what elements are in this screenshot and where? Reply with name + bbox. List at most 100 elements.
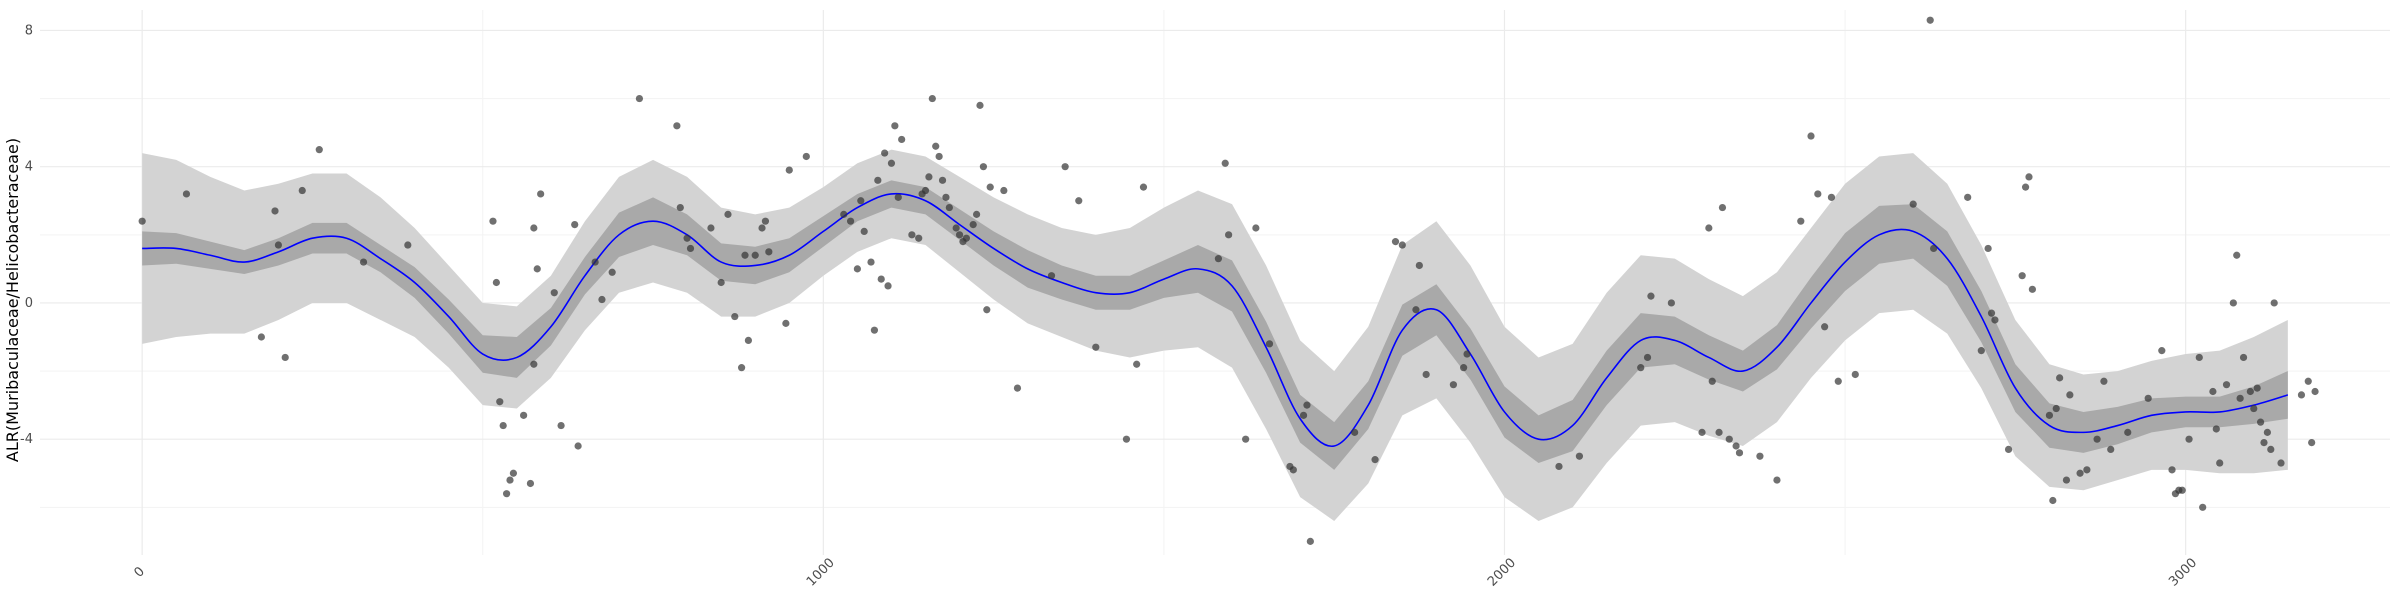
data-point	[686, 244, 695, 253]
data-point	[744, 336, 753, 345]
data-point	[1122, 435, 1131, 443]
data-point	[598, 295, 606, 304]
data-point	[1643, 353, 1652, 362]
data-point	[1000, 186, 1008, 195]
data-point	[1807, 132, 1815, 140]
data-point	[857, 197, 865, 205]
data-point	[955, 231, 964, 239]
data-point	[1797, 217, 1805, 225]
data-point	[2093, 435, 2101, 443]
x-tick-label: 1000	[804, 556, 838, 590]
data-point	[2076, 469, 2084, 477]
data-point	[2311, 387, 2319, 396]
data-point	[530, 224, 538, 232]
data-point	[2250, 404, 2258, 413]
data-point	[2267, 445, 2275, 454]
data-point	[359, 258, 368, 266]
data-point	[315, 146, 323, 154]
data-point	[1977, 347, 1985, 355]
data-point	[986, 183, 994, 191]
data-point	[1930, 244, 1938, 253]
data-point	[271, 207, 279, 215]
data-point	[608, 268, 616, 276]
data-point	[492, 278, 500, 287]
data-point	[983, 306, 991, 314]
data-point	[1756, 452, 1764, 460]
data-point	[1460, 364, 1468, 372]
data-point	[1242, 435, 1250, 443]
data-point	[1371, 456, 1379, 464]
data-point	[751, 251, 759, 259]
data-point	[526, 479, 535, 488]
data-point	[1814, 190, 1822, 198]
data-point	[1303, 401, 1311, 409]
data-point	[1834, 377, 1842, 385]
data-point	[867, 258, 875, 266]
data-point	[257, 333, 265, 341]
data-point	[2277, 459, 2285, 467]
data-point	[1133, 360, 1141, 368]
data-point	[1991, 316, 1999, 324]
data-point	[1964, 193, 1972, 201]
data-point	[2178, 486, 2186, 494]
data-point	[1061, 163, 1069, 171]
data-point	[2168, 466, 2176, 474]
y-tick-label: 0	[25, 296, 33, 311]
data-point	[2028, 285, 2036, 293]
data-point	[2308, 438, 2316, 447]
x-tick-label: 0	[131, 564, 147, 580]
data-point	[969, 220, 977, 229]
data-point	[1047, 272, 1056, 280]
data-point	[765, 248, 773, 256]
data-point	[550, 289, 558, 297]
data-point	[2222, 381, 2231, 389]
data-point	[1926, 16, 1934, 24]
data-point	[2025, 173, 2033, 181]
data-point	[533, 265, 541, 273]
data-point	[707, 224, 715, 232]
data-point	[932, 142, 940, 150]
y-tick-label: 4	[25, 160, 33, 175]
data-point	[2185, 435, 2193, 443]
data-point	[898, 135, 906, 144]
data-point	[2124, 428, 2132, 436]
data-point	[182, 190, 191, 198]
data-point	[2004, 445, 2013, 454]
y-tick-label: 8	[25, 23, 33, 38]
data-point	[1214, 255, 1223, 263]
data-point	[404, 241, 412, 249]
data-point	[138, 217, 146, 225]
data-point	[2253, 384, 2261, 392]
data-point	[1252, 224, 1260, 232]
data-point	[741, 251, 749, 259]
data-point	[1415, 261, 1423, 270]
data-point	[1221, 159, 1229, 167]
data-point	[2052, 404, 2060, 413]
data-point	[520, 411, 528, 419]
data-point	[2297, 391, 2306, 399]
data-point	[976, 101, 984, 109]
data-point	[530, 360, 538, 368]
inner-confidence-band	[142, 180, 2288, 470]
data-point	[1732, 442, 1740, 450]
data-point	[952, 224, 960, 232]
data-point	[921, 186, 930, 195]
data-point	[853, 265, 861, 273]
data-point	[908, 231, 916, 239]
data-point	[1265, 340, 1274, 348]
confidence-bands	[142, 149, 2288, 521]
data-point	[894, 193, 902, 201]
x-tick-label: 3000	[2166, 556, 2200, 590]
data-point	[1821, 323, 1829, 331]
data-point	[502, 490, 511, 498]
data-point	[1299, 411, 1308, 419]
data-point	[972, 210, 981, 218]
data-point	[881, 149, 889, 157]
data-point	[2083, 466, 2091, 474]
x-tick-label: 2000	[1485, 556, 1519, 590]
data-point	[1075, 197, 1083, 205]
data-point	[2256, 418, 2265, 426]
data-point	[2158, 347, 2166, 355]
data-point	[635, 94, 644, 103]
data-point	[928, 94, 936, 103]
